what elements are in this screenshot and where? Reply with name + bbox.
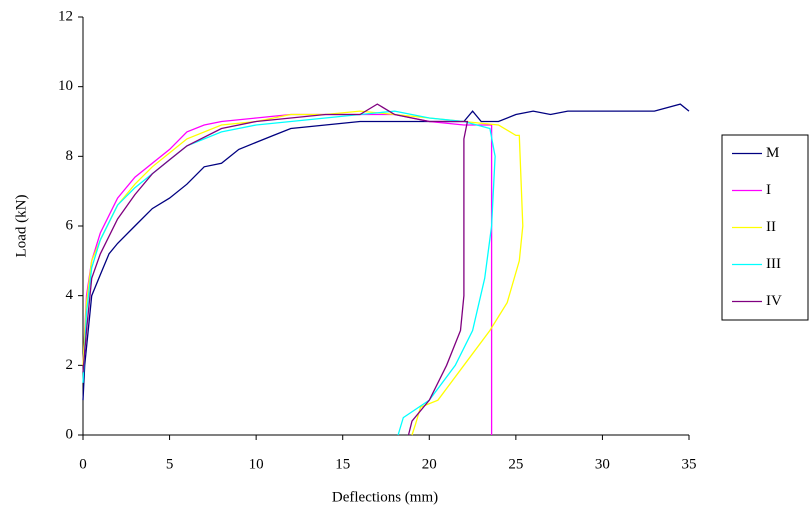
x-tick-label: 10 xyxy=(249,456,264,472)
series-line xyxy=(82,103,469,436)
x-tick-label: 15 xyxy=(335,456,350,472)
x-tick-label: 20 xyxy=(422,456,437,472)
series-line xyxy=(82,103,690,401)
legend-label: III xyxy=(766,256,781,272)
y-tick-label: 12 xyxy=(58,8,73,24)
x-tick-label: 5 xyxy=(166,456,174,472)
y-tick-label: 6 xyxy=(66,217,74,233)
y-tick-label: 4 xyxy=(66,287,74,303)
series-line xyxy=(82,110,524,436)
x-tick-label: 0 xyxy=(79,456,87,472)
y-tick-label: 10 xyxy=(58,78,73,94)
series-line xyxy=(82,113,493,435)
series-line xyxy=(82,110,496,436)
legend-label: IV xyxy=(766,293,782,309)
legend-label: I xyxy=(766,182,771,198)
x-tick-label: 35 xyxy=(682,456,697,472)
y-axis-label: Load (kN) xyxy=(13,195,29,258)
legend-label: M xyxy=(766,145,779,161)
x-tick-label: 30 xyxy=(595,456,610,472)
x-axis-label: Deflections (mm) xyxy=(332,489,438,505)
x-tick-label: 25 xyxy=(508,456,523,472)
y-tick-label: 0 xyxy=(66,426,74,442)
y-tick-label: 8 xyxy=(66,148,74,164)
y-tick-label: 2 xyxy=(66,357,74,373)
legend-label: II xyxy=(766,219,776,235)
